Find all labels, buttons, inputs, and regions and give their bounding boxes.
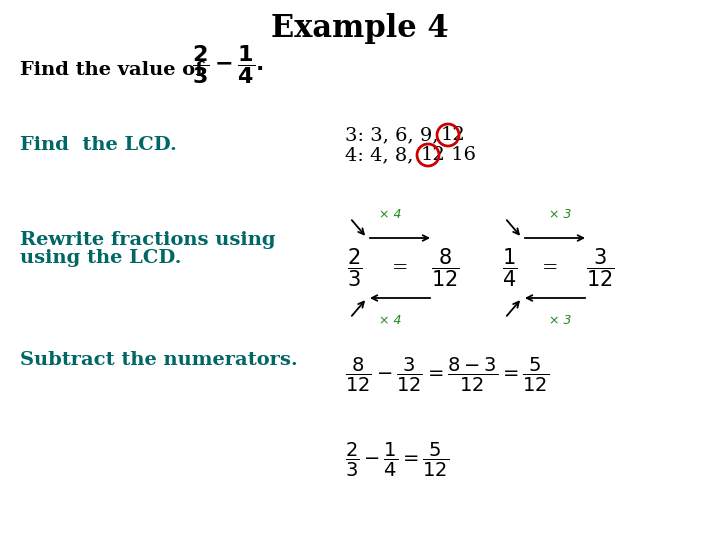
Text: Example 4: Example 4 (271, 12, 449, 44)
Text: 12: 12 (441, 126, 466, 144)
Text: $\dfrac{2}{3} - \dfrac{1}{4} = \dfrac{5}{12}$: $\dfrac{2}{3} - \dfrac{1}{4} = \dfrac{5}… (345, 441, 449, 479)
Text: Subtract the numerators.: Subtract the numerators. (20, 351, 298, 369)
Text: =: = (541, 259, 558, 277)
Text: 3: 3, 6, 9,: 3: 3, 6, 9, (345, 126, 438, 144)
Text: =: = (392, 259, 408, 277)
Text: 16: 16 (445, 146, 476, 164)
Text: Rewrite fractions using: Rewrite fractions using (20, 231, 276, 249)
Text: $\dfrac{8}{12}$: $\dfrac{8}{12}$ (431, 247, 459, 289)
Text: × 4: × 4 (379, 208, 401, 221)
Text: $\dfrac{8}{12} - \dfrac{3}{12} = \dfrac{8-3}{12} = \dfrac{5}{12}$: $\dfrac{8}{12} - \dfrac{3}{12} = \dfrac{… (345, 356, 549, 394)
Text: × 3: × 3 (549, 314, 571, 327)
Text: $\mathbf{\dfrac{2}{3} - \dfrac{1}{4}.}$: $\mathbf{\dfrac{2}{3} - \dfrac{1}{4}.}$ (192, 44, 264, 86)
Text: $\dfrac{3}{12}$: $\dfrac{3}{12}$ (585, 247, 614, 289)
Text: $\dfrac{1}{4}$: $\dfrac{1}{4}$ (503, 247, 518, 289)
Text: 4: 4, 8,: 4: 4, 8, (345, 146, 413, 164)
Text: 12: 12 (421, 146, 446, 164)
Text: × 3: × 3 (549, 208, 571, 221)
Text: $\dfrac{2}{3}$: $\dfrac{2}{3}$ (347, 247, 363, 289)
Text: × 4: × 4 (379, 314, 401, 327)
Text: using the LCD.: using the LCD. (20, 249, 181, 267)
Text: Find  the LCD.: Find the LCD. (20, 136, 177, 154)
Text: Find the value of: Find the value of (20, 61, 204, 79)
